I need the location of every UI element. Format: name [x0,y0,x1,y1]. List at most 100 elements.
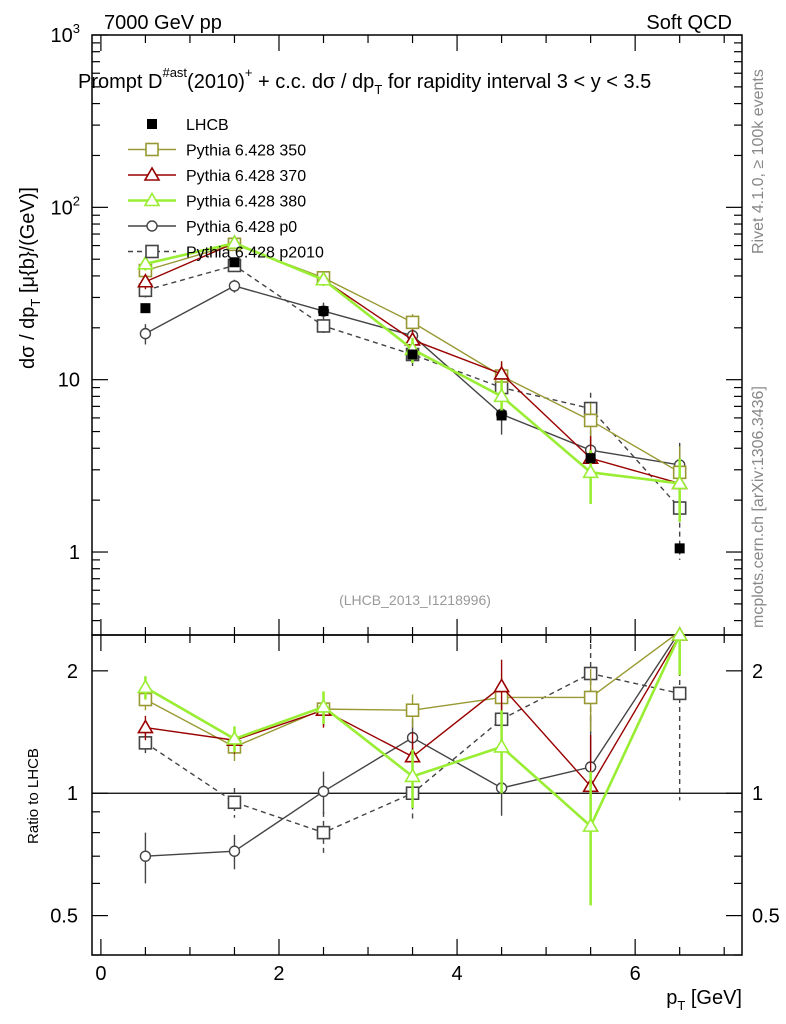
ratio-point [315,698,332,713]
analysis-watermark: (LHCB_2013_I1218996) [339,592,491,608]
title-rest: + c.c. dσ / dp [252,71,374,93]
legend-marker [143,166,161,181]
legend-label: Pythia 6.428 p0 [186,219,297,236]
title-sub: T [374,82,382,97]
data-point [407,349,418,360]
legend-entry: Pythia 6.428 p0 [128,219,297,236]
series-lhcb [140,257,685,554]
ratio-series-pythia-6-428-380 [137,626,689,906]
y-tick-exp: 3 [73,21,80,36]
x-tick-label: 0 [95,963,106,985]
xlabel-sub: T [677,998,685,1013]
ratio-point [671,626,689,641]
ratio-point [228,845,241,857]
y-tick-label: 10 [58,370,80,392]
energy-label: 7000 GeV pp [104,12,222,34]
data-point [315,271,332,286]
ratio-point [405,703,420,718]
legend-entry: Pythia 6.428 380 [128,191,306,211]
ratio-point [493,738,510,753]
data-point [582,463,600,479]
ratio-point [582,817,600,832]
ylabel-sub: T [28,299,43,307]
ratio-plot-frame [91,634,743,956]
data-point [496,410,507,421]
data-point [585,453,596,464]
ratio-point [316,825,331,840]
ratio-tick-label-left: 0.5 [50,906,78,928]
series-pythia-6-428-p0 [139,279,686,497]
title-sup1: #ast [162,65,187,80]
legend-entry: LHCB [147,117,229,134]
legend-label: Pythia 6.428 370 [186,168,306,185]
y-tick-base: 10 [51,25,73,47]
data-point [137,273,154,288]
ratio-point [583,690,598,705]
series-pythia-6-428-p2010 [138,258,687,560]
data-point [405,315,420,330]
title-sup2: + [245,65,253,80]
title-mid: (2010) [187,71,245,93]
data-point [137,255,154,270]
ratio-tick-label-left: 1 [67,783,78,805]
ylabel-pre: dσ / dp [17,307,39,369]
ratio-point [137,678,154,694]
legend-marker [143,191,161,207]
ratio-point [227,795,242,810]
legend-entry: Pythia 6.428 370 [128,166,306,185]
ratio-series [137,626,689,906]
y-tick-base: 10 [51,197,73,219]
data-point [674,543,685,554]
legend-label: Pythia 6.428 p2010 [186,245,324,262]
ratio-point [137,719,154,734]
data-point [583,413,598,428]
legend-marker [145,244,159,259]
y-axis-label: dσ / dpT [μ{b}/(GeV)] [17,187,43,369]
ratio-y-axis-label: Ratio to LHCB [25,748,42,844]
ratio-point [226,730,243,745]
ratio-point [493,677,510,693]
ratio-tick-label-right: 2 [752,661,763,683]
x-tick-label: 4 [452,963,463,985]
ratio-tick-label-left: 2 [67,661,78,683]
title-main: Prompt D [78,71,162,93]
ratio-point [139,850,152,862]
data-point [140,303,151,314]
y-tick-label: 1 [69,542,80,564]
ratio-series-pythia-6-428-370 [137,626,689,859]
legend-label: Pythia 6.428 380 [186,194,306,211]
series-pythia-6-428-350 [138,237,687,513]
legend-marker [147,119,157,129]
data-point [316,319,331,333]
category-label: Soft QCD [646,12,732,34]
title-tail: for rapidity interval 3 < y < 3.5 [382,71,651,93]
xlabel-post: [GeV] [685,987,742,1009]
legend-label: LHCB [186,117,229,134]
data-point [318,306,329,317]
legend-entry: Pythia 6.428 p2010 [128,245,324,262]
series-pythia-6-428-370 [137,234,689,522]
data-series [137,234,689,560]
rivet-label: Rivet 4.1.0, ≥ 100k events [750,69,767,254]
data-point [226,234,243,249]
y-tick-exp: 2 [73,193,80,208]
data-point [139,327,152,340]
legend-entry: Pythia 6.428 350 [128,143,306,160]
legend-marker [145,142,159,157]
x-tick-label: 2 [273,963,284,985]
mcplots-label: mcplots.cern.ch [arXiv:1306.3436] [750,386,767,628]
legend-label: Pythia 6.428 350 [186,143,306,160]
ratio-tick-label-right: 1 [752,783,763,805]
legend: LHCB Pythia 6.428 350 Pythia 6.428 370 Pyth… [128,117,324,262]
data-point [229,257,240,268]
plot-title: Prompt D#ast(2010)+ + c.c. dσ / dpT for … [78,65,651,97]
ratio-point [672,686,687,701]
series-line [145,285,680,466]
ratio-point [317,785,330,798]
y-tick-label: 102 [51,193,80,219]
data-point [493,387,510,403]
xlabel-pre: p [666,987,677,1009]
legend-marker [146,220,158,232]
